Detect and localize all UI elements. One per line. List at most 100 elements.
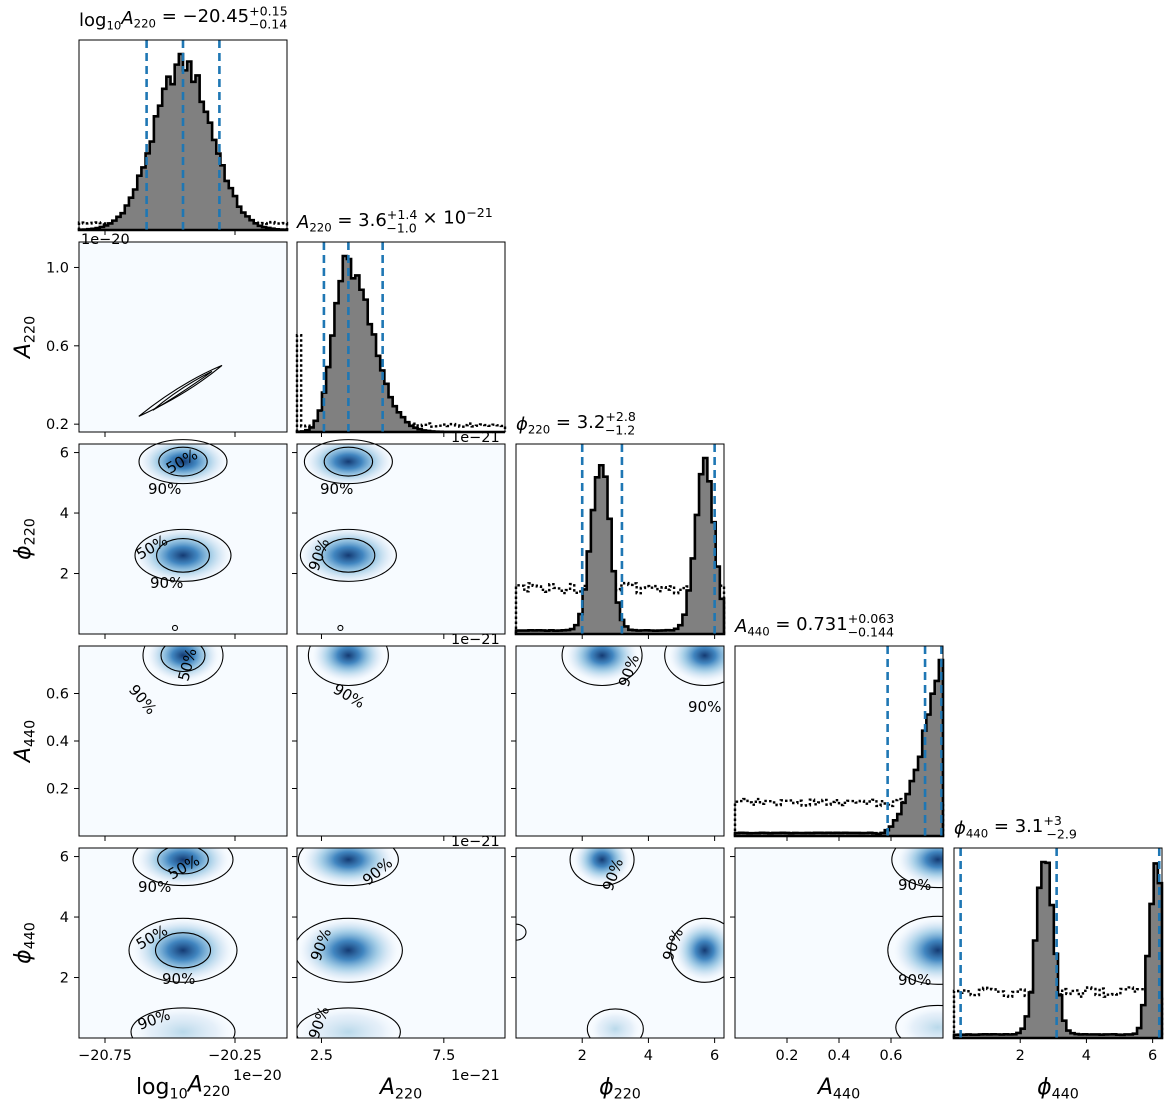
y-tick-label: 2	[60, 567, 69, 583]
y-axis-label-phi220: ϕ220	[11, 518, 38, 560]
density-blob	[300, 1007, 397, 1038]
x-tick-label: 7.5	[432, 1048, 455, 1064]
x-tick-label: −20.75	[78, 1048, 132, 1064]
panel-contours	[128, 848, 238, 1038]
contour-label: 90%	[898, 876, 931, 894]
y-tick-label: 6	[60, 850, 69, 866]
contour-90	[142, 646, 224, 687]
contour-50	[157, 848, 209, 875]
x-tick-label: 0.2	[775, 1048, 798, 1064]
x-tick-label: 4	[1082, 1048, 1091, 1064]
density-blob	[901, 1007, 943, 1038]
panel-frame	[78, 443, 288, 635]
panel-blobs	[135, 444, 231, 584]
contour-label: 90%	[150, 574, 183, 592]
contour-90	[569, 848, 635, 887]
contour-90	[303, 439, 393, 485]
contour-50	[156, 538, 210, 573]
panel-blobs	[574, 848, 724, 1038]
panel-frame	[78, 241, 288, 433]
panel-contours	[142, 646, 224, 687]
density-blob	[139, 444, 227, 486]
contour-label: 90%	[148, 480, 181, 498]
contour-50	[154, 932, 212, 969]
x-tick-label: 6	[710, 1048, 719, 1064]
contour-50	[321, 538, 376, 573]
contour-90	[297, 1007, 401, 1038]
contour-label: 90%	[898, 971, 931, 989]
x-tick-label: 4	[644, 1048, 653, 1064]
panel-blobs	[298, 848, 399, 1038]
panel-frame	[515, 443, 725, 635]
panel-offset-text: 1e−21	[451, 834, 500, 850]
density-layer	[133, 444, 943, 1038]
contour-90	[297, 848, 399, 887]
panel-frame	[296, 241, 506, 433]
x-tick-label: 2	[578, 1048, 587, 1064]
panel-contours	[887, 848, 943, 1038]
x-axis-label-phi220: ϕ220	[599, 1075, 641, 1102]
y-tick-label: 0.2	[46, 417, 69, 433]
contour-90	[299, 528, 397, 582]
contour-90	[891, 848, 943, 889]
x-tick-label: 0.6	[879, 1048, 902, 1064]
y-axis-label-phi440: ϕ440	[11, 922, 38, 964]
contour-layer	[128, 364, 943, 1038]
density-blob	[674, 920, 724, 981]
x-offset-text: 1e−20	[233, 1068, 282, 1084]
contour-label: 90%	[320, 480, 353, 498]
panel-blobs	[300, 444, 397, 584]
panel-contours	[307, 646, 389, 687]
contour-90	[516, 923, 527, 941]
panel-contours	[516, 848, 724, 1038]
panel-blobs	[147, 646, 219, 682]
contour-90	[664, 646, 724, 687]
x-tick-label: 2.5	[310, 1048, 333, 1064]
panel-backgrounds	[79, 40, 1162, 1038]
panel-contours	[561, 646, 643, 687]
contour-50	[160, 646, 206, 673]
hist-title-log10A220: log10A220 = −20.45+0.15 −0.14	[79, 3, 288, 32]
panel-offset-text: 1e−21	[451, 430, 500, 446]
contour-90	[132, 848, 234, 887]
y-tick-label: 1.0	[46, 260, 69, 276]
contour-small	[337, 624, 344, 632]
contour-90	[297, 917, 403, 983]
prior-histogram	[952, 985, 1164, 1038]
panel-blobs	[893, 848, 943, 1038]
x-tick-label: 2	[1016, 1048, 1025, 1064]
x-axis-label-log10A220: log10A220	[136, 1073, 230, 1103]
y-tick-label: 0.6	[46, 339, 69, 355]
posterior-histogram	[952, 860, 1164, 1040]
density-blob	[897, 848, 943, 886]
density-blob	[304, 444, 393, 486]
y-axis-label-A440: A440	[11, 720, 38, 764]
panel-frame	[296, 443, 506, 635]
hist-title-phi440: ϕ440 = 3.1+3 −2.9	[954, 813, 1077, 841]
panel-contours	[297, 848, 403, 1038]
contour-50	[158, 446, 208, 477]
x-tick-label: −20.25	[208, 1048, 262, 1064]
panel-frame	[296, 847, 506, 1039]
axes-frames	[74, 39, 1163, 1043]
posterior-histogram	[514, 456, 726, 636]
density-blob	[298, 918, 399, 983]
panel-offset-text: 1e−20	[81, 232, 130, 248]
panel-frame	[78, 39, 288, 231]
density-blob	[137, 848, 229, 886]
x-axis-label-phi440: ϕ440	[1037, 1075, 1079, 1102]
y-tick-label: 0.4	[46, 734, 69, 750]
panel-blobs	[668, 646, 724, 682]
histogram-layer	[77, 40, 1164, 1040]
density-blob	[147, 646, 219, 682]
density-blob	[574, 848, 631, 884]
x-tick-label: 0.4	[827, 1048, 850, 1064]
contour-label: 90%	[138, 878, 171, 896]
y-tick-label: 0.6	[46, 687, 69, 703]
contour-90	[561, 646, 643, 687]
y-tick-label: 4	[60, 910, 69, 926]
contour-90	[307, 646, 389, 687]
contour-50	[323, 446, 374, 477]
contour-90	[138, 439, 228, 485]
